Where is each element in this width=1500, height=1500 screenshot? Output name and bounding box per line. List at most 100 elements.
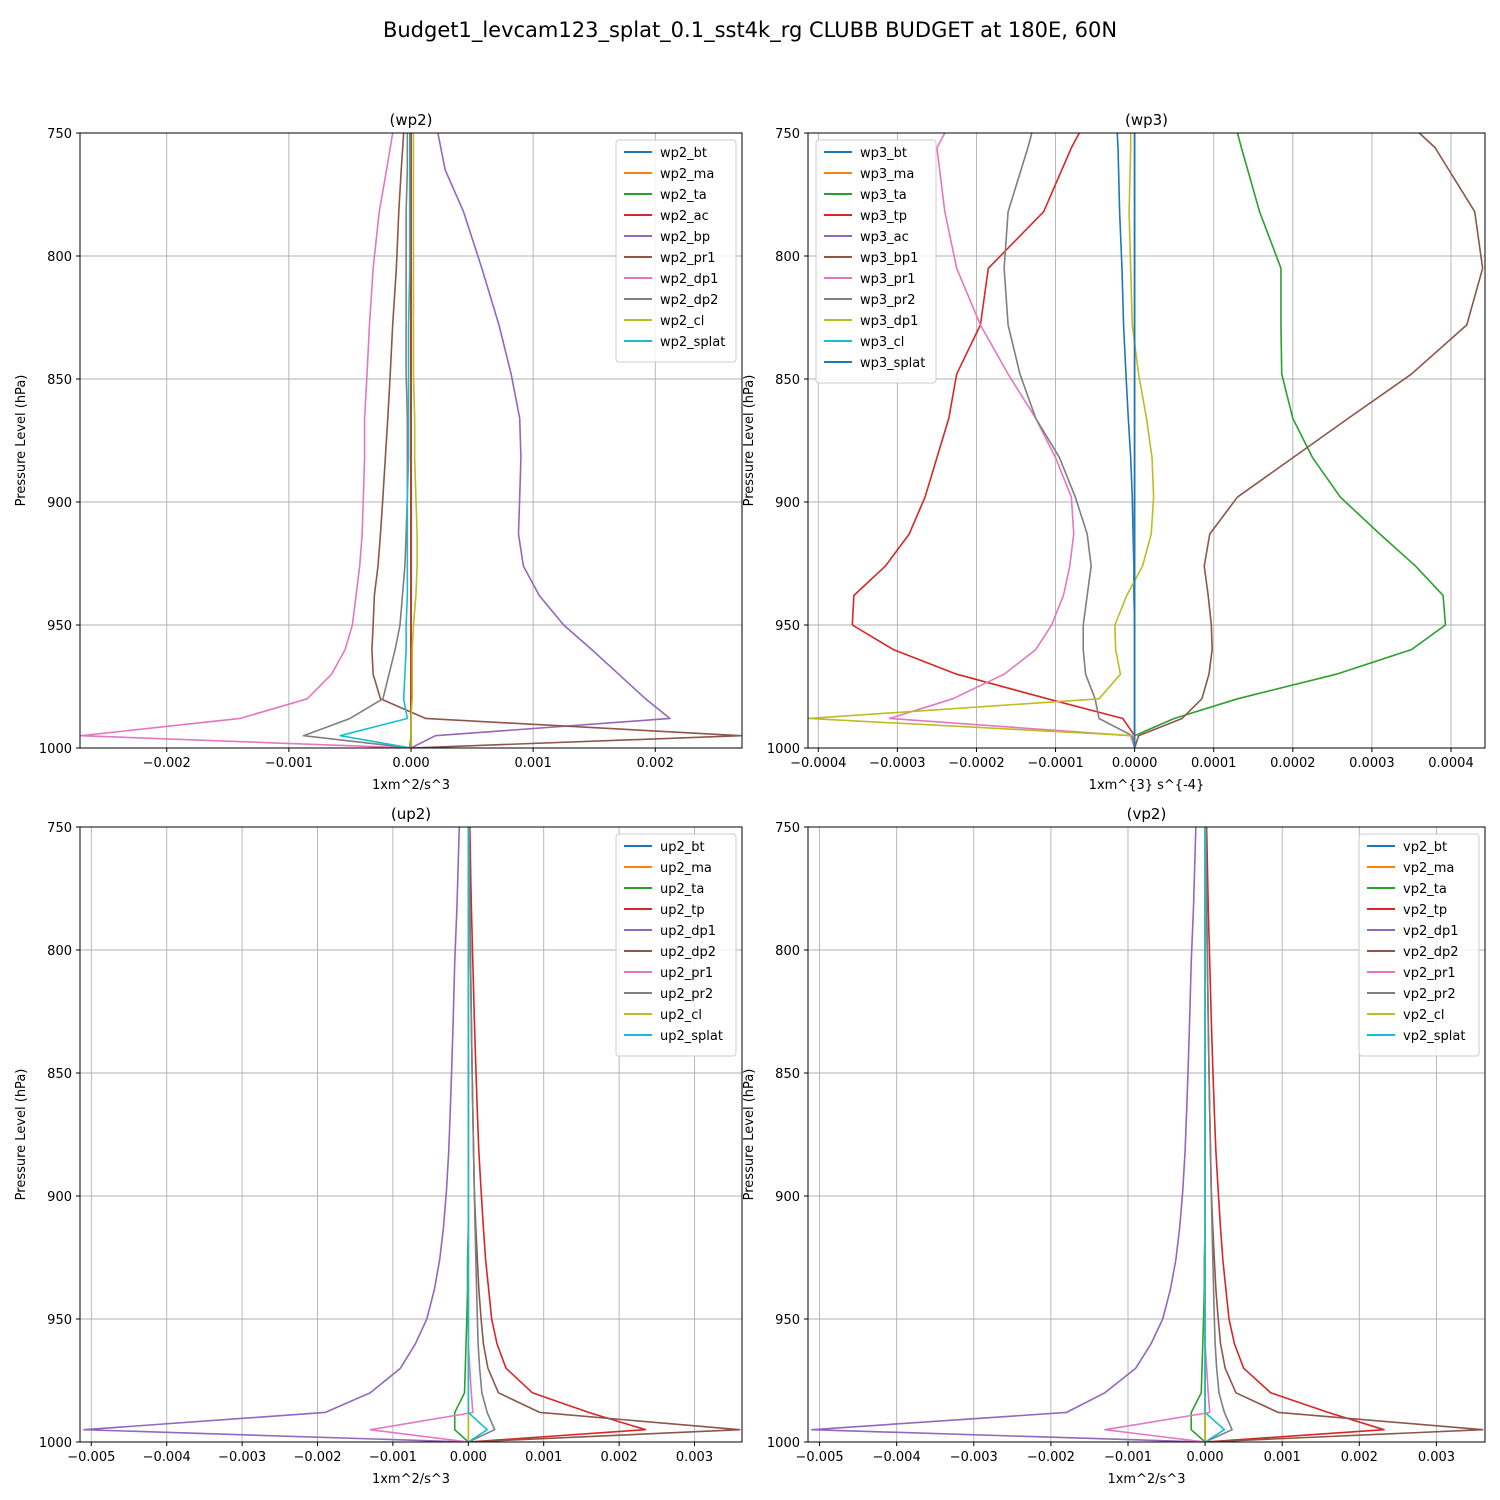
y-tick-label: 850 [47,1067,72,1082]
legend-entry: wp2_splat [660,335,725,350]
legend-entry: wp3_pr2 [860,293,916,308]
y-tick-label: 800 [775,250,800,265]
x-tick-label: 0.001 [525,1450,562,1465]
series-line-wp3_dp1 [808,133,1155,748]
x-tick-label: 0.003 [1418,1450,1455,1465]
y-tick-label: 850 [47,373,72,388]
x-tick-label: 0.0002 [1270,756,1316,771]
legend-entry: vp2_pr2 [1403,987,1456,1002]
legend-entry: vp2_pr1 [1403,966,1456,981]
legend-entry: wp2_pr1 [660,251,716,266]
x-tick-label: 0.002 [637,756,674,771]
legend-box [615,833,737,1057]
y-tick-label: 900 [775,496,800,511]
legend-entry: vp2_cl [1403,1008,1444,1023]
x-tick-label: 0.0004 [1428,756,1474,771]
series-line-wp2_dp2 [302,133,412,748]
legend-entry: up2_ta [660,882,704,897]
legend-box [815,139,937,384]
x-tick-label: 0.003 [676,1450,713,1465]
x-tick-label: −0.002 [143,756,191,771]
legend-entry: vp2_tp [1403,903,1447,918]
legend-entry: wp3_ac [860,230,909,245]
legend-entry: wp3_cl [860,335,904,350]
x-tick-label: −0.003 [950,1450,998,1465]
figure-title: Budget1_levcam123_splat_0.1_sst4k_rg CLU… [383,18,1117,43]
series-line-wp2_pr1 [371,133,742,748]
panel-title: (wp3) [1125,111,1168,129]
legend-entry: wp3_splat [860,356,925,371]
x-tick-label: −0.0003 [869,756,925,771]
y-tick-label: 800 [47,944,72,959]
legend-entry: wp2_dp1 [660,272,718,287]
y-axis-label: Pressure Level (hPa) [14,375,29,507]
legend-entry: up2_pr1 [660,966,713,981]
x-tick-label: −0.001 [265,756,313,771]
legend-entry: wp2_ac [660,209,709,224]
series-line-vp2_dp1 [811,827,1206,1442]
legend-entry: wp3_ta [860,188,907,203]
series-line-up2_tp [468,827,647,1442]
legend-entry: vp2_bt [1403,840,1447,855]
x-tick-label: −0.004 [143,1450,191,1465]
plot-frame [807,826,1486,1443]
y-axis-label: Pressure Level (hPa) [14,1069,29,1201]
panel-0: −0.002 −0.001 0.000 0.001 0.002 750 800 850 900 9… [14,111,743,793]
series-line-vp2_pr2 [1204,827,1233,1442]
y-tick-label: 1000 [767,1436,800,1451]
legend-entry: up2_cl [660,1008,702,1023]
legend-entry: up2_tp [660,903,705,918]
series-line-wp2_bp [410,133,671,748]
x-axis-label: 1xm^2/s^3 [1107,1472,1185,1487]
y-tick-label: 750 [775,821,800,836]
legend-entry: wp2_dp2 [660,293,718,308]
series-line-up2_pr2 [467,827,496,1442]
series-line-wp3_ta [1133,133,1447,748]
panel-title: (vp2) [1127,805,1167,823]
y-tick-label: 750 [47,127,72,142]
legend-entry: vp2_splat [1403,1029,1465,1044]
y-axis-label: Pressure Level (hPa) [742,1069,757,1201]
series-line-up2_splat [467,827,488,1442]
y-tick-label: 950 [775,1313,800,1328]
panel-title: (wp2) [389,111,432,129]
plot-frame [807,132,1486,749]
legend-entry: wp2_bp [660,230,710,245]
x-tick-label: 0.0000 [1112,756,1158,771]
y-tick-label: 950 [47,1313,72,1328]
panel-1: −0.0004 −0.0003 −0.0002 −0.0001 0.0000 0.0001… [742,111,1486,793]
y-tick-label: 750 [775,127,800,142]
x-tick-label: −0.002 [1027,1450,1075,1465]
series-line-vp2_tp [1205,827,1385,1442]
legend-entry: up2_dp2 [660,945,716,960]
series-line-up2_dp1 [82,827,469,1442]
x-tick-label: −0.003 [218,1450,266,1465]
y-tick-label: 900 [775,1190,800,1205]
y-tick-label: 1000 [39,742,72,757]
legend-entry: wp2_ta [660,188,707,203]
series-group [82,827,741,1442]
x-tick-label: 0.0001 [1191,756,1237,771]
x-axis-label: 1xm^2/s^3 [372,778,450,793]
legend-entry: up2_splat [660,1029,723,1044]
legend-entry: up2_ma [660,861,712,876]
panel-title: (up2) [391,805,431,823]
legend-entry: up2_bt [660,840,705,855]
series-line-wp2_dp1 [80,133,412,748]
legend-entry: wp3_bt [860,146,907,161]
x-tick-label: 0.0003 [1349,756,1395,771]
x-tick-label: −0.001 [1104,1450,1152,1465]
legend-entry: vp2_ta [1403,882,1447,897]
y-axis-label: Pressure Level (hPa) [742,375,757,507]
x-tick-label: −0.005 [67,1450,115,1465]
y-tick-label: 1000 [39,1436,72,1451]
y-tick-label: 950 [775,619,800,634]
legend: vp2_bt vp2_ma vp2_ta vp2_tp vp2_dp1 vp2_dp2vp… [1358,833,1480,1057]
legend-entry: wp3_pr1 [860,272,916,287]
x-tick-label: 0.001 [1264,1450,1301,1465]
legend-entry: wp3_bp1 [860,251,918,266]
legend-entry: up2_pr2 [660,987,713,1002]
x-tick-label: 0.001 [515,756,552,771]
y-tick-label: 850 [775,1067,800,1082]
